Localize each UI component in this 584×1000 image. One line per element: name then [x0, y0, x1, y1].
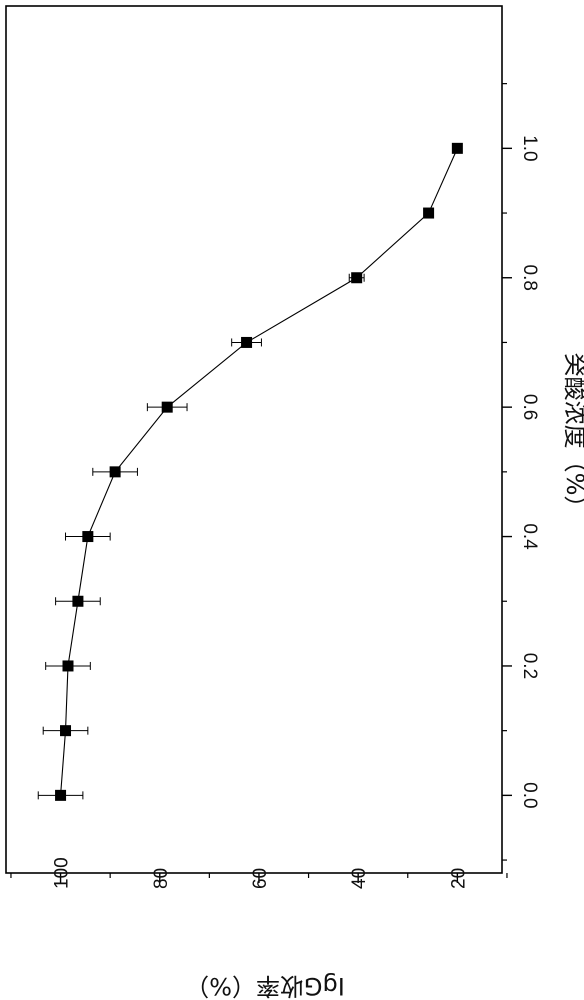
data-point [451, 142, 463, 154]
series-layer [37, 142, 463, 801]
plot-frame [5, 5, 503, 874]
x-tick-label: 0.4 [519, 523, 540, 550]
data-point [423, 207, 435, 219]
x-tick-label: 1.0 [519, 135, 540, 161]
data-point [62, 660, 74, 672]
x-axis-ticks: 0.0 0.2 0.4 0.6 0.8 1.0 [502, 83, 540, 861]
y-tick-label: 20 [448, 868, 469, 889]
data-point [161, 401, 173, 413]
plot-area-border [5, 5, 503, 874]
data-point [72, 595, 84, 607]
y-tick-label: 100 [52, 857, 73, 889]
x-axis-title: 癸酸浓度（%） [561, 353, 584, 520]
x-tick-label: 0.0 [519, 782, 540, 808]
data-point [241, 336, 253, 348]
y-tick-label: 80 [151, 868, 172, 889]
data-point [109, 466, 121, 478]
data-point [82, 531, 94, 543]
x-tick-label: 0.6 [519, 394, 540, 420]
y-axis-ticks: 100 80 60 40 20 [10, 857, 508, 889]
y-tick-label: 40 [349, 868, 370, 889]
data-point [55, 789, 67, 801]
x-tick-label: 0.8 [519, 265, 540, 291]
data-point [351, 272, 363, 284]
y-axis-title: IgG收率（%） [185, 972, 345, 1000]
x-tick-label: 0.2 [519, 653, 540, 679]
y-tick-label: 60 [250, 868, 271, 889]
data-point [60, 725, 72, 737]
